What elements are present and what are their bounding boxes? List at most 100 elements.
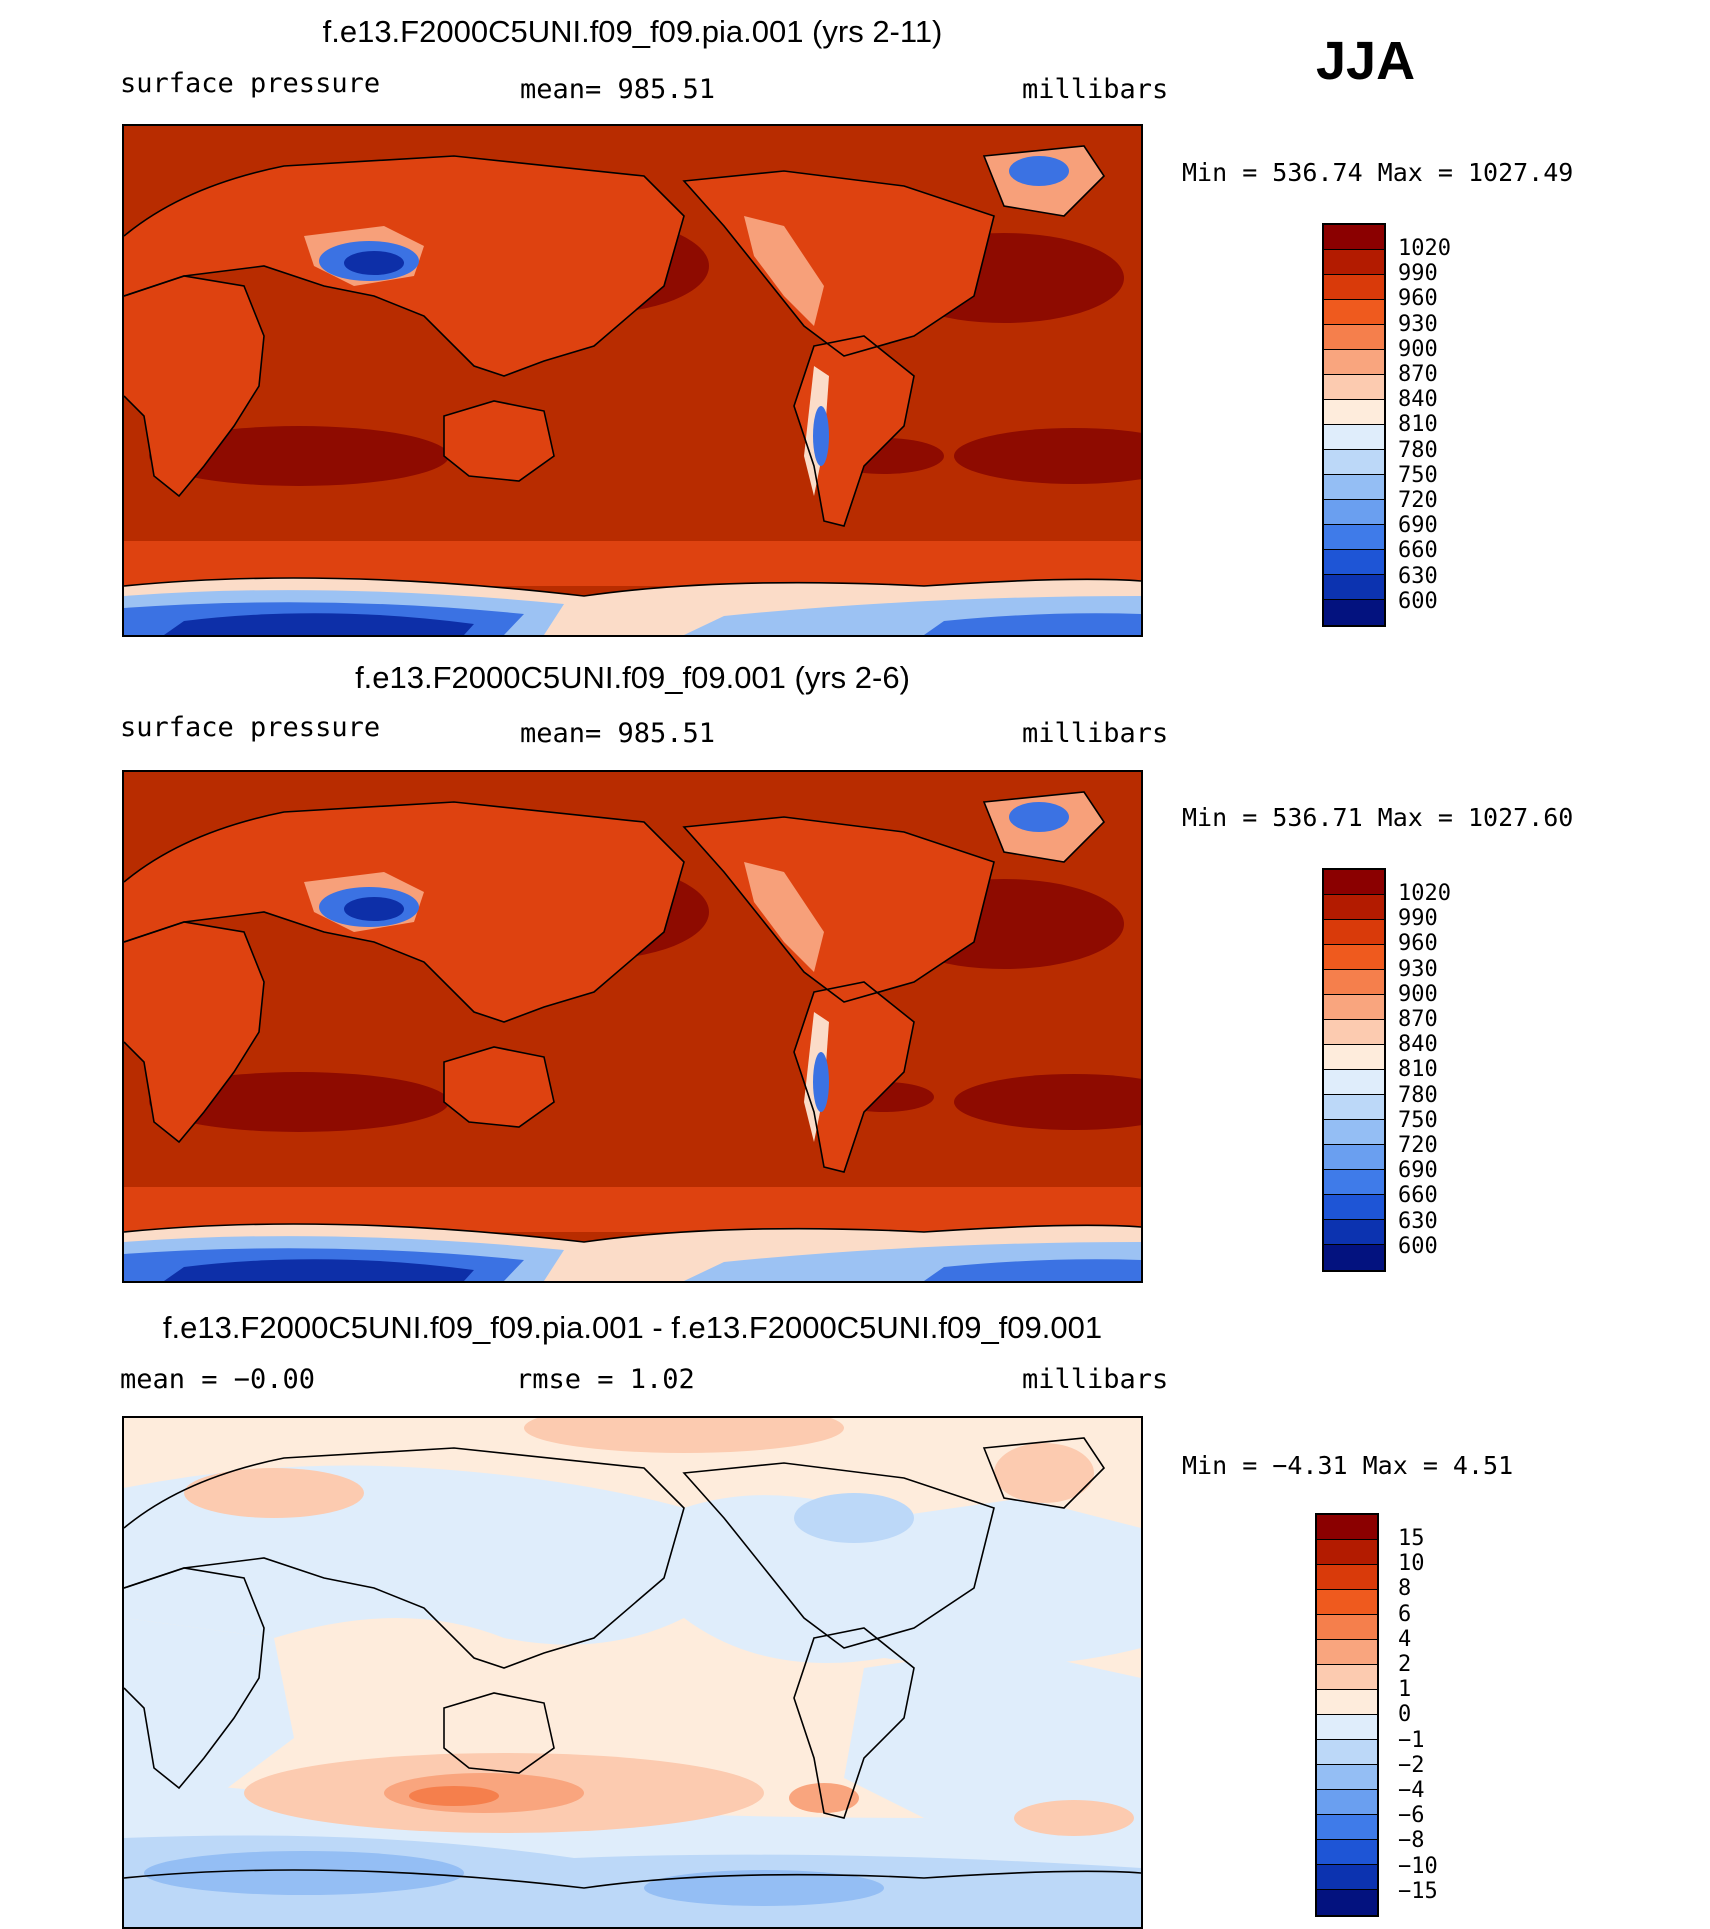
colorbar-tick-label: 750 [1398, 462, 1438, 488]
colorbar-tick-label: 0 [1398, 1702, 1412, 1728]
colorbar-tick-label: 600 [1398, 588, 1438, 614]
colorbar-tick-label: 1020 [1398, 881, 1451, 906]
colorbar-swatch [1324, 525, 1384, 550]
colorbar-swatch [1324, 425, 1384, 450]
panel-2-map-svg [124, 772, 1141, 1281]
colorbar-swatch [1324, 1245, 1384, 1270]
colorbar-tick-label: 4 [1398, 1626, 1412, 1652]
diff-east-pacific-negative [844, 1648, 1141, 1838]
panel-3-rmse: rmse = 1.02 [516, 1364, 695, 1395]
diff-north-negative [124, 1465, 1141, 1666]
coastline-australia [443, 400, 555, 482]
panel-1-variable: surface pressure [120, 68, 381, 99]
coastline-greenland [982, 1437, 1106, 1509]
colorbar-tick-label: 750 [1398, 1107, 1438, 1133]
colorbar-swatch [1317, 1665, 1377, 1690]
coastline-australia [443, 1046, 555, 1128]
panel-2-minmax: Min = 536.71 Max = 1027.60 [1182, 803, 1574, 832]
colorbar-swatch [1324, 1070, 1384, 1095]
colorbar-swatch [1324, 1120, 1384, 1145]
colorbar-swatch [1324, 1020, 1384, 1045]
colorbar-swatch [1324, 250, 1384, 275]
colorbar-swatch [1317, 1690, 1377, 1715]
colorbar-swatch [1317, 1765, 1377, 1790]
pressure-field-2 [124, 772, 1141, 1281]
colorbar-swatch [1317, 1740, 1377, 1765]
coastline-antarctica [124, 577, 1141, 597]
colorbar-swatch [1317, 1540, 1377, 1565]
coastline-eurasia [124, 801, 685, 1023]
coastline-north-america [682, 170, 995, 357]
panel-3-colorbar-labels: 15 10 8 6 4 2 1 0 −1 −2 −4 −6 −8 −10 −15 [1398, 1526, 1438, 1904]
colorbar-swatch [1324, 945, 1384, 970]
colorbar-swatch [1324, 500, 1384, 525]
diff-south-pacific-core [409, 1786, 499, 1806]
colorbar-swatch [1317, 1865, 1377, 1890]
coastline-africa [124, 921, 265, 1144]
diff-east-south-pacific-positive [789, 1783, 859, 1813]
colorbar-tick-label: −10 [1398, 1853, 1438, 1879]
colorbar-swatch [1324, 400, 1384, 425]
coastline-north-america [682, 1462, 995, 1649]
diff-europe-positive [184, 1468, 364, 1518]
greenland-low [1009, 156, 1069, 186]
panel-1-colorbar-labels: 1020 990 960 930 900 870 840 810 780 750 720 690 660… [1398, 236, 1451, 614]
colorbar-swatch [1317, 1565, 1377, 1590]
colorbar-swatch [1324, 970, 1384, 995]
diff-canada-min [794, 1493, 914, 1543]
antarctica-core [164, 613, 474, 635]
colorbar-tick-label: 10 [1398, 1551, 1425, 1577]
colorbar-swatch [1324, 870, 1384, 895]
colorbar-tick-label: 630 [1398, 1208, 1438, 1234]
panel-1-map-svg [124, 126, 1141, 635]
coastline-antarctica [124, 1223, 1141, 1243]
colorbar-swatch [1324, 225, 1384, 250]
coastlines-2 [124, 791, 1141, 1243]
africa-land [124, 922, 264, 1142]
colorbar-tick-label: 960 [1398, 931, 1438, 957]
colorbar-swatch [1324, 450, 1384, 475]
diff-southern-min-west [144, 1851, 464, 1895]
colorbar-tick-label: 660 [1398, 538, 1438, 564]
africa-land [124, 276, 264, 496]
colorbar-tick-label: 2 [1398, 1652, 1412, 1678]
south-atlantic-high [954, 1074, 1141, 1130]
north-america-land [684, 817, 994, 1002]
colorbar-tick-label: 870 [1398, 362, 1438, 388]
colorbar-swatch [1324, 375, 1384, 400]
colorbar-tick-label: 870 [1398, 1007, 1438, 1033]
coastline-australia [443, 1692, 555, 1774]
colorbar-tick-label: 990 [1398, 261, 1438, 287]
colorbar-swatch [1317, 1615, 1377, 1640]
colorbar-swatch [1317, 1790, 1377, 1815]
colorbar-tick-label: −6 [1398, 1803, 1425, 1829]
andes-low [813, 1052, 829, 1112]
colorbar-tick-label: 6 [1398, 1601, 1412, 1627]
diff-greenland-positive [994, 1443, 1094, 1503]
south-atlantic-high [954, 428, 1141, 484]
colorbar-tick-label: 630 [1398, 563, 1438, 589]
colorbar-swatch [1324, 1170, 1384, 1195]
colorbar-swatch [1324, 1045, 1384, 1070]
colorbar-swatch [1324, 1095, 1384, 1120]
colorbar-swatch [1317, 1840, 1377, 1865]
panel-2-colorbar-labels: 1020 990 960 930 900 870 840 810 780 750 720 690 660… [1398, 881, 1451, 1259]
panel-3-minmax: Min = −4.31 Max = 4.51 [1182, 1451, 1514, 1480]
colorbar-swatch [1324, 1195, 1384, 1220]
colorbar-tick-label: −2 [1398, 1752, 1425, 1778]
coastline-eurasia [124, 155, 685, 377]
panel-1-mean: mean= 985.51 [520, 74, 716, 105]
colorbar-tick-label: 930 [1398, 956, 1438, 982]
colorbar-swatch [1324, 920, 1384, 945]
colorbar-swatch [1317, 1815, 1377, 1840]
panel-2-title: f.e13.F2000C5UNI.f09_f09.001 (yrs 2-6) [355, 660, 910, 695]
colorbar-tick-label: 1 [1398, 1677, 1412, 1703]
colorbar-swatch [1324, 1145, 1384, 1170]
colorbar-tick-label: 690 [1398, 1158, 1438, 1184]
panel-2-mean: mean= 985.51 [520, 718, 716, 749]
antarctica-core [164, 1259, 474, 1281]
colorbar-tick-label: −8 [1398, 1828, 1425, 1854]
panel-1-title: f.e13.F2000C5UNI.f09_f09.pia.001 (yrs 2-… [322, 14, 943, 49]
panel-3-map [122, 1416, 1143, 1929]
colorbar-tick-label: 720 [1398, 1133, 1438, 1159]
